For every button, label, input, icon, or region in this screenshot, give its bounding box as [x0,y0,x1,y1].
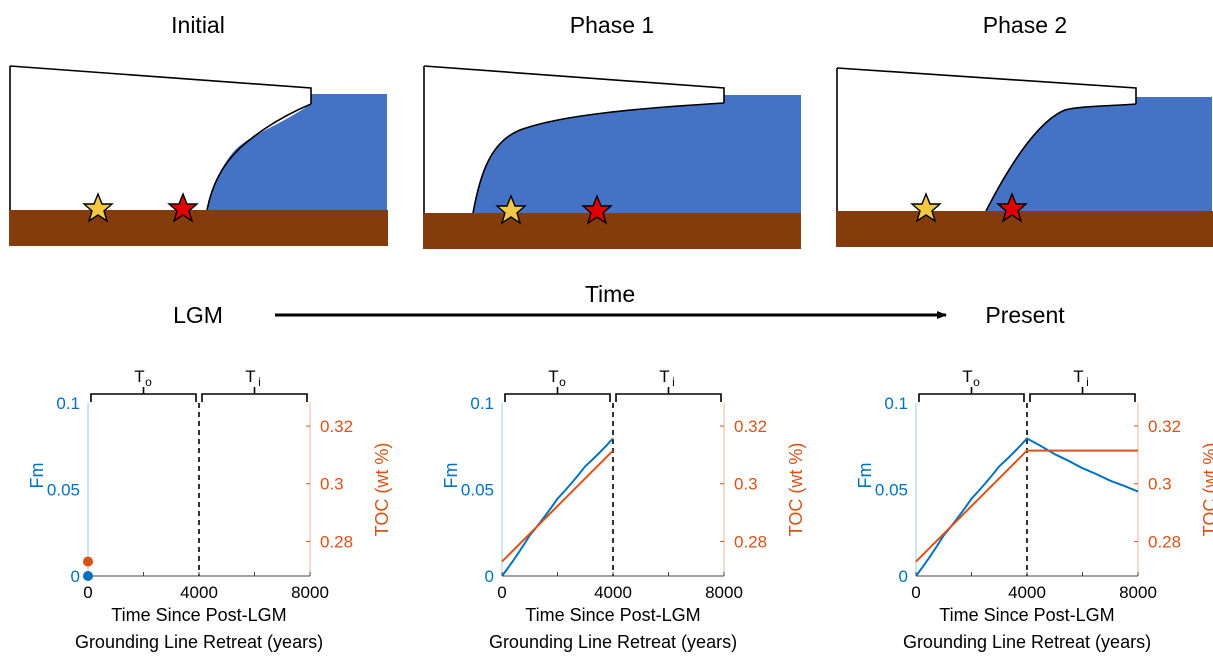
y-left-tick-label: 0.1 [56,394,80,413]
panel-title-phase-2: Phase 2 [983,12,1067,38]
y-right-tick-label: 0.3 [320,475,344,494]
y-right-tick-label: 0.32 [320,417,353,436]
brace-ti-label: T [659,367,669,386]
y-right-tick-label: 0.28 [320,532,353,551]
x-tick-label: 4000 [594,583,632,602]
star-yellow-icon [495,194,527,225]
y-left-tick-label: 0 [899,567,908,586]
ice-outline [9,65,312,211]
y-left-tick-label: 0 [71,567,80,586]
y-left-label: Fm [855,463,875,489]
ice-outline [423,65,725,214]
ocean-water [207,94,387,210]
x-label-line1: Time Since Post-LGM [939,605,1114,625]
x-tick-label: 0 [911,583,920,602]
toc-series-line [501,449,614,563]
timeline-end-label: Present [985,302,1065,328]
y-right-tick-label: 0.32 [1148,417,1181,436]
x-tick-label: 8000 [1119,583,1157,602]
y-left-tick-label: 0 [485,567,494,586]
timeline-start-label: LGM [173,302,223,328]
schematic-initial [9,65,388,246]
y-left-label: Fm [27,463,47,489]
ice-shelf [10,66,311,210]
brace-to [918,387,1025,402]
brace-to-label: T [962,367,972,386]
star-yellow-icon [910,192,942,223]
y-left-tick-label: 0.05 [461,481,494,500]
brace-ti [1029,387,1136,402]
x-tick-label: 8000 [705,583,743,602]
x-tick-label: 4000 [1008,583,1046,602]
x-tick-label: 0 [497,583,506,602]
star-red-icon [996,192,1028,223]
y-right-tick-label: 0.28 [734,532,767,551]
brace-to-subscript: o [973,375,980,389]
fm-series-line [501,437,614,577]
toc-series-line [915,449,1138,563]
brace-to-subscript: o [559,375,566,389]
x-label-line1: Time Since Post-LGM [525,605,700,625]
ice-shelf [837,68,1136,211]
y-left-tick-label: 0.05 [47,481,80,500]
x-label-line1: Time Since Post-LGM [111,605,286,625]
brace-ti [201,387,308,402]
x-tick-label: 8000 [291,583,329,602]
schematic-phase-1 [423,65,801,249]
y-right-label: TOC (wt %) [1200,443,1213,537]
y-right-tick-label: 0.3 [734,475,758,494]
x-tick-label: 0 [83,583,92,602]
x-label-line2: Grounding Line Retreat (years) [903,632,1151,652]
y-left-tick-label: 0.1 [470,394,494,413]
y-right-tick-label: 0.28 [1148,532,1181,551]
sediment-layer [836,211,1213,247]
sediment-layer [9,210,388,246]
brace-ti [615,387,722,402]
brace-ti-subscript: i [258,375,261,389]
ice-outline [836,67,1137,212]
y-right-tick-label: 0.3 [1148,475,1172,494]
brace-to-label: T [548,367,558,386]
x-label-line2: Grounding Line Retreat (years) [75,632,323,652]
star-red-icon [167,192,199,223]
sediment-layer [423,213,801,249]
y-left-tick-label: 0.1 [884,394,908,413]
y-right-label: TOC (wt %) [786,443,806,537]
star-red-icon [581,194,613,225]
brace-ti-label: T [1073,367,1083,386]
panel-title-phase-1: Phase 1 [570,12,654,38]
brace-to-subscript: o [145,375,152,389]
toc-series-point [83,556,93,567]
x-tick-label: 4000 [180,583,218,602]
schematic-phase-2 [836,67,1213,247]
brace-to [504,387,611,402]
x-label-line2: Grounding Line Retreat (years) [489,632,737,652]
brace-ti-subscript: i [1086,375,1089,389]
panel-title-initial: Initial [171,12,225,38]
brace-to-label: T [134,367,144,386]
y-right-label: TOC (wt %) [372,443,392,537]
y-left-label: Fm [441,463,461,489]
brace-ti-label: T [245,367,255,386]
brace-ti-subscript: i [672,375,675,389]
ice-shelf [424,66,724,213]
timeline-label: Time [585,281,635,307]
star-yellow-icon [82,192,114,223]
y-left-tick-label: 0.05 [875,481,908,500]
y-right-tick-label: 0.32 [734,417,767,436]
brace-to [90,387,197,402]
fm-series-point [83,571,93,581]
